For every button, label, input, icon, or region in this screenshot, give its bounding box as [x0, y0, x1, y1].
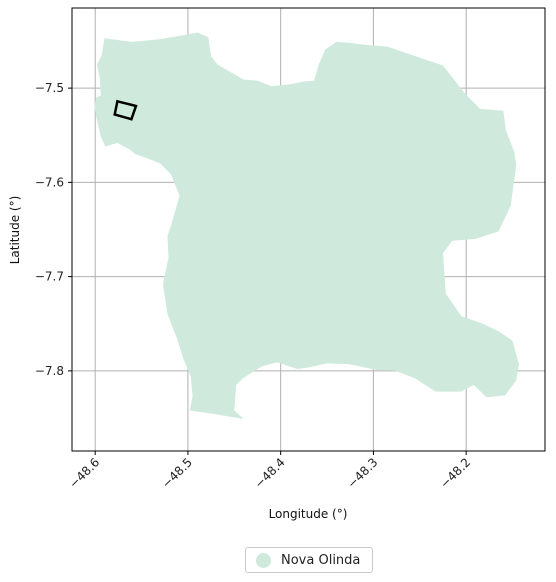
y-tick-label-3: −7.8 — [35, 364, 64, 378]
x-tick-label-1: −48.5 — [159, 455, 195, 491]
location-marker — [113, 99, 138, 121]
y-tick-label-1: −7.6 — [35, 175, 64, 189]
plot-frame — [71, 7, 546, 452]
legend: Nova Olinda — [245, 547, 373, 573]
y-tick-label-0: −7.5 — [35, 81, 64, 95]
x-tick-label-0: −48.6 — [66, 455, 102, 491]
y-tick-label-2: −7.7 — [35, 270, 64, 284]
x-tick-label-3: −48.3 — [345, 455, 381, 491]
legend-marker-icon — [256, 552, 271, 568]
y-axis-title: Latitude (°) — [8, 196, 22, 265]
legend-label: Nova Olinda — [281, 552, 361, 568]
x-tick-label-4: −48.2 — [437, 455, 473, 491]
nova-olinda-region — [94, 32, 520, 419]
x-axis-title: Longitude (°) — [269, 507, 348, 521]
x-tick-label-2: −48.4 — [252, 455, 288, 491]
